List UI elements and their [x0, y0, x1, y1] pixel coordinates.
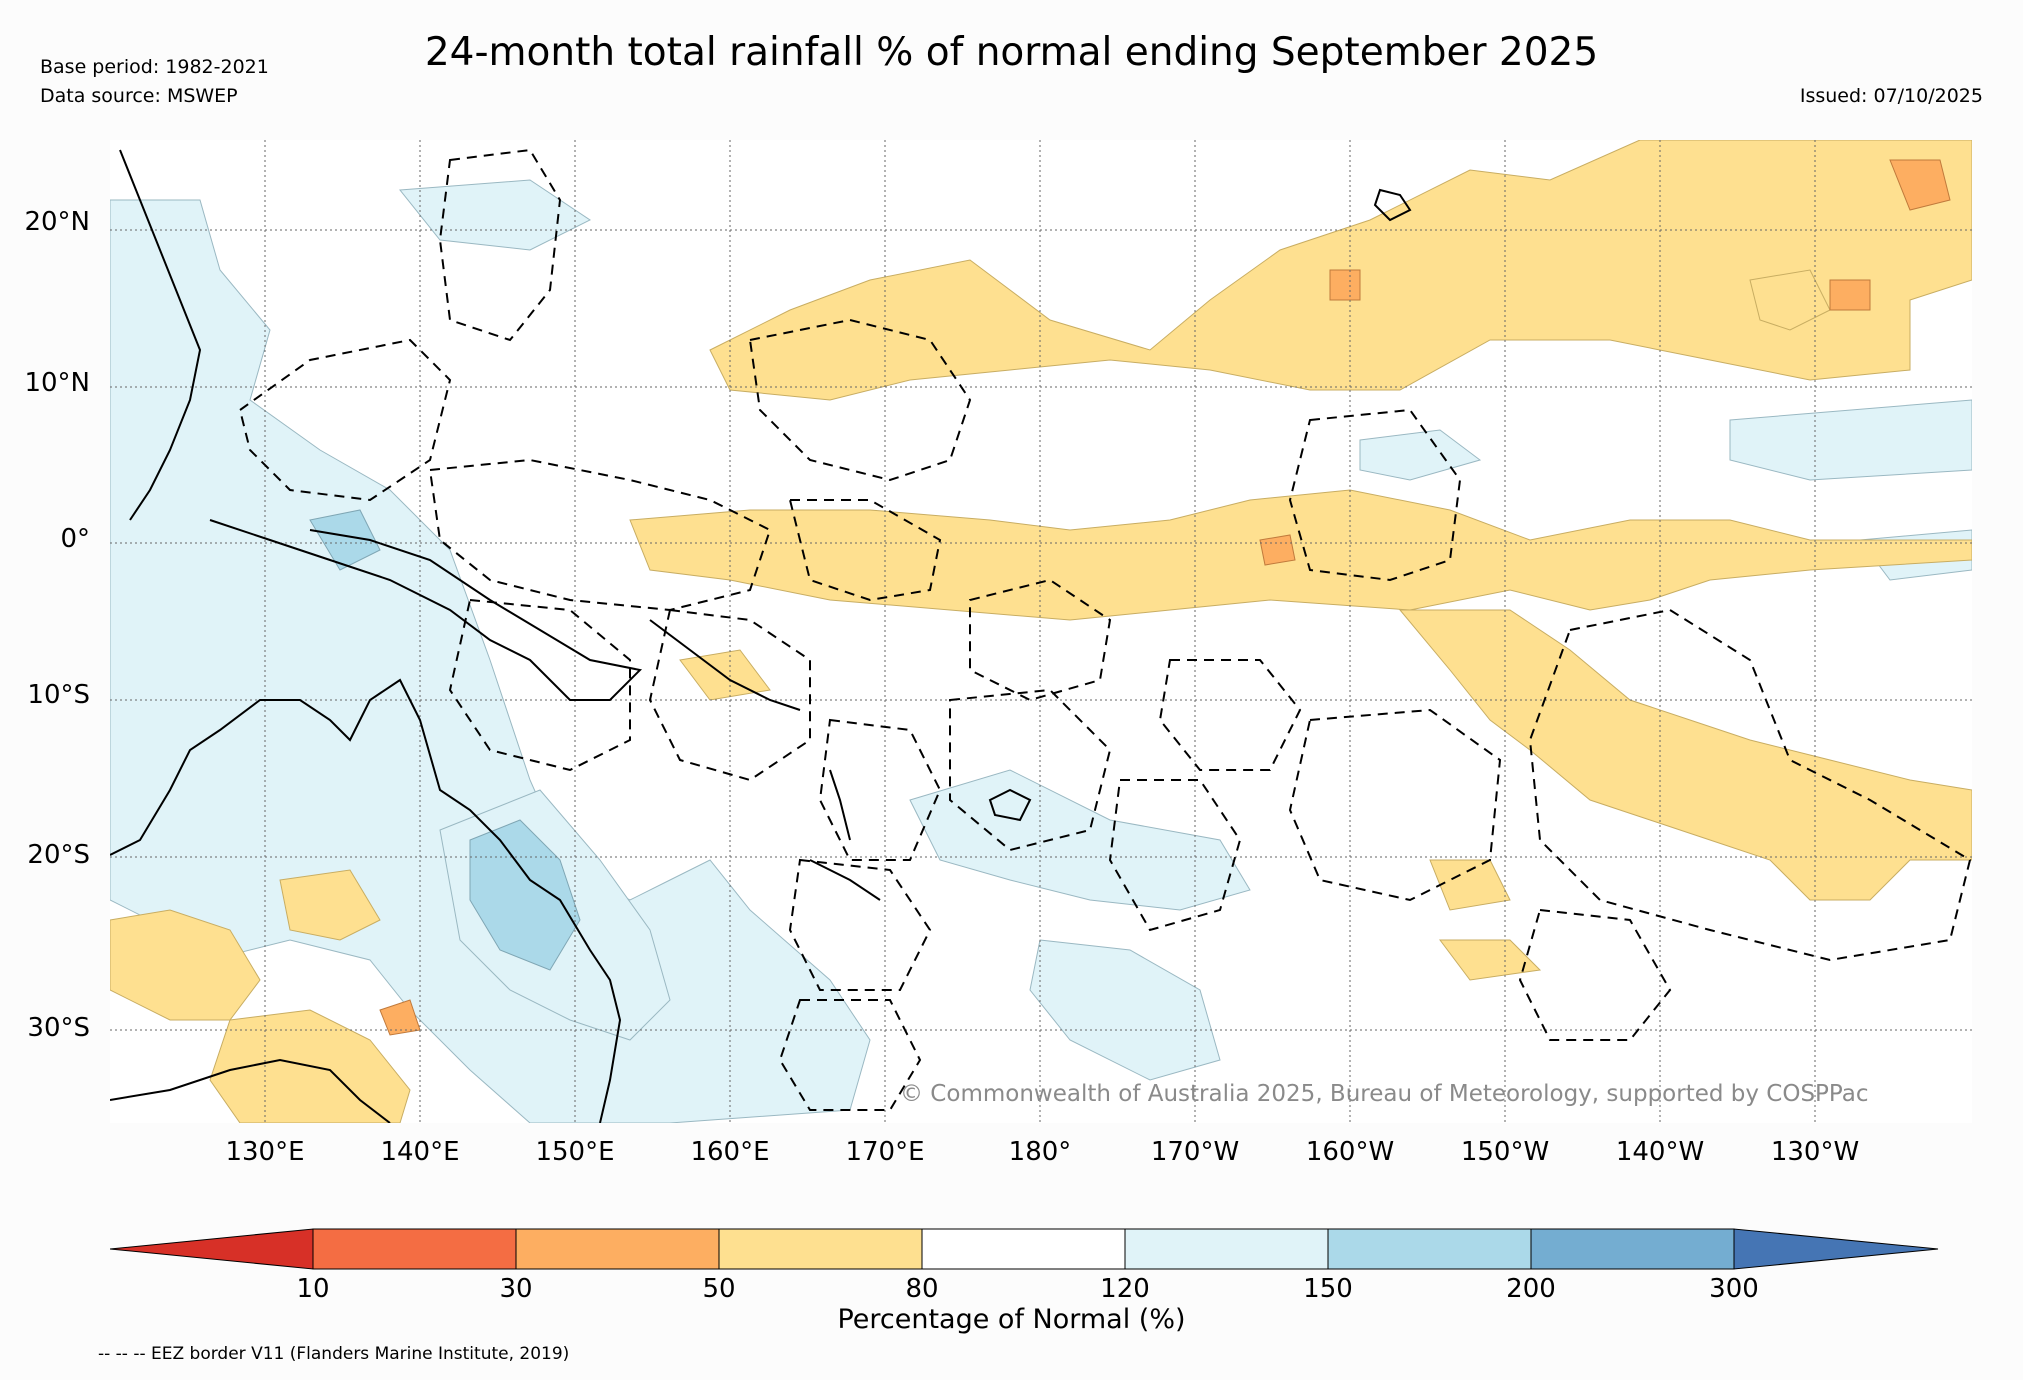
new-guinea-coastline	[209, 519, 643, 701]
eez-cook-islands	[1288, 708, 1502, 902]
colorbar-tick-300: 300	[1709, 1274, 1759, 1304]
eez-pitcairn-south	[1518, 908, 1672, 1041]
colorbar-tick-50: 50	[702, 1274, 736, 1304]
lon-label-160w: 160°W	[1305, 1137, 1395, 1167]
eez-nauru-kiribati	[788, 499, 942, 602]
north-dry-patch-1	[1329, 269, 1361, 301]
strong-wet-regions	[309, 509, 581, 971]
central-australia-dry	[110, 909, 261, 1021]
south-pacific-dry-band	[1398, 609, 1972, 901]
eez-new-caledonia	[788, 858, 932, 991]
colorbar-segment-10-30	[312, 1228, 517, 1270]
colorbar-segment-120-150	[1124, 1228, 1329, 1270]
colorbar	[110, 1228, 1939, 1270]
colorbar-segment-below-10	[110, 1228, 314, 1270]
southern-australia-coastline	[110, 1058, 391, 1123]
west-australia-dry	[279, 869, 381, 941]
eez-png	[448, 598, 631, 772]
colorbar-segment-80-120	[921, 1228, 1126, 1270]
lon-label-130w: 130°W	[1770, 1137, 1860, 1167]
lon-label-180: 180°	[1008, 1137, 1072, 1167]
northwest-wet-strip	[399, 179, 591, 251]
eez-palau	[238, 338, 452, 502]
base-period-label: Base period: 1982-2021	[40, 56, 269, 78]
colorbar-segment-50-80	[718, 1228, 923, 1270]
lon-label-140e: 140°E	[380, 1137, 460, 1167]
eez-french-polynesia	[1528, 608, 1972, 962]
png-wet-patch	[309, 509, 381, 571]
lat-label-equator: 0°	[60, 524, 90, 554]
eez-line-islands	[1288, 408, 1462, 582]
colorbar-segment-30-50	[515, 1228, 720, 1270]
rainfall-map	[110, 140, 1972, 1123]
lat-label-10n: 10°N	[24, 368, 90, 398]
issued-date-label: Issued: 07/10/2025	[1799, 85, 1983, 107]
eastern-wet-band	[1729, 399, 1972, 481]
eez-vanuatu	[818, 718, 942, 861]
north-dry-patch-2	[1829, 279, 1871, 311]
colorbar-tick-80: 80	[905, 1274, 939, 1304]
eez-fiji	[949, 688, 1112, 852]
eez-tonga	[1108, 779, 1242, 932]
data-source-label: Data source: MSWEP	[40, 85, 238, 107]
strong-dry-regions	[379, 159, 1951, 1036]
coral-sea-dry-patch	[679, 649, 771, 701]
fiji-wet	[909, 769, 1251, 911]
copyright-notice: © Commonwealth of Australia 2025, Bureau…	[900, 1081, 1869, 1107]
lat-label-20s: 20°S	[27, 840, 90, 870]
south-dry-patch-1	[1429, 859, 1511, 911]
hawaii-coastline	[1373, 188, 1412, 222]
colorbar-tick-120: 120	[1100, 1274, 1150, 1304]
colorbar-tick-30: 30	[499, 1274, 533, 1304]
map-title: 24-month total rainfall % of normal endi…	[424, 30, 1599, 75]
eez-fsm	[428, 458, 772, 612]
equatorial-dry-band	[629, 489, 1972, 621]
colorbar-title: Percentage of Normal (%)	[837, 1304, 1186, 1335]
coastlines	[110, 149, 1412, 1123]
south-dry-patch-2	[1439, 939, 1542, 981]
lat-label-20n: 20°N	[24, 207, 90, 237]
vanuatu-coastline	[829, 769, 851, 841]
lon-label-150w: 150°W	[1460, 1137, 1550, 1167]
lat-label-10s: 10°S	[27, 680, 90, 710]
kermadec-wet	[1029, 939, 1221, 1081]
new-caledonia-coastline	[809, 859, 881, 901]
colorbar-tick-10: 10	[296, 1274, 330, 1304]
colorbar-tick-150: 150	[1303, 1274, 1353, 1304]
solomon-islands-coastline	[649, 619, 801, 711]
lon-label-170w: 170°W	[1150, 1137, 1240, 1167]
hawaii-dry-patch	[1749, 269, 1831, 331]
eez-border-note: -- -- -- EEZ border V11 (Flanders Marine…	[98, 1344, 570, 1364]
fiji-coastline	[988, 788, 1032, 822]
eez-solomon	[648, 608, 811, 782]
lat-label-30s: 30°S	[27, 1013, 90, 1043]
graticule	[110, 140, 1972, 1123]
eez-marshall-islands	[748, 318, 972, 482]
australia-coastline	[110, 678, 622, 1123]
lon-label-160e: 160°E	[690, 1137, 770, 1167]
equatorial-dry-patch	[1259, 534, 1296, 566]
colorbar-segment-above-300	[1733, 1228, 1939, 1270]
eez-borders	[238, 148, 1972, 1111]
lon-label-130e: 130°E	[225, 1137, 305, 1167]
eez-samoa	[1158, 659, 1302, 771]
lon-label-140w: 140°W	[1615, 1137, 1705, 1167]
lon-label-170e: 170°E	[845, 1137, 925, 1167]
philippines-coastline	[119, 149, 202, 521]
lon-label-150e: 150°E	[535, 1137, 615, 1167]
colorbar-tick-200: 200	[1506, 1274, 1556, 1304]
far-east-dry-patch	[1889, 159, 1951, 211]
colorbar-segment-200-300	[1530, 1228, 1735, 1270]
eez-guam-nmi	[438, 148, 562, 342]
colorbar-segment-150-200	[1327, 1228, 1532, 1270]
queensland-wet	[469, 819, 581, 971]
eez-kermadec	[778, 999, 922, 1111]
